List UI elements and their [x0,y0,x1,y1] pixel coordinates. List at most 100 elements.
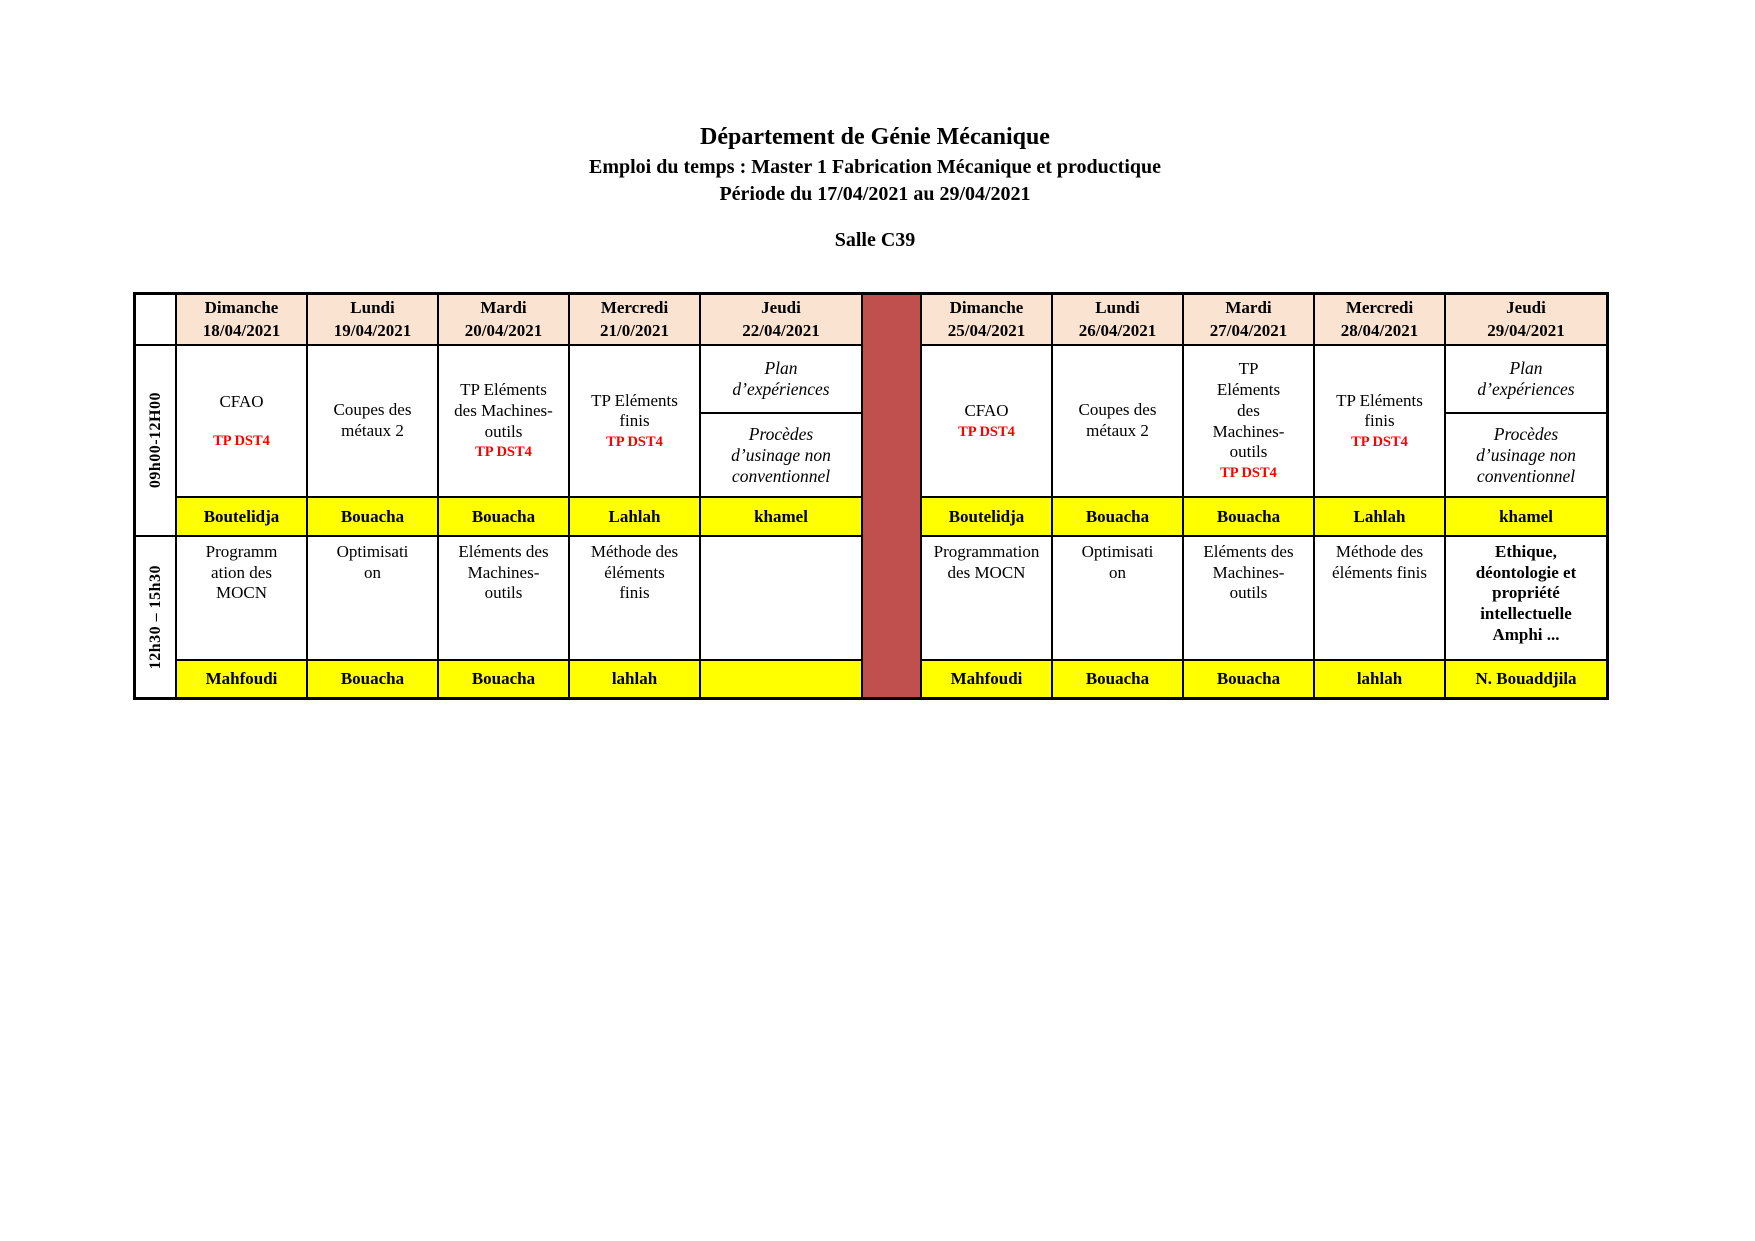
day-name: Mardi [480,297,527,317]
teacher-cell: khamel [1446,498,1606,535]
day-header-cell: Mercredi 21/0/2021 [570,295,699,344]
day-header-cell: Jeudi 22/04/2021 [701,295,861,344]
course-cell: Optimisati on [1053,537,1182,659]
course-note: TP DST4 [1351,434,1408,451]
timetable-title: Emploi du temps : Master 1 Fabrication M… [588,156,1162,178]
course-cell: TP Eléments des Machines- outils TP DST4 [439,346,568,496]
course-title: Coupes des métaux 2 [1078,400,1157,440]
course-cell: Optimisati on [308,537,437,659]
course-cell: Coupes des métaux 2 [1053,346,1182,496]
teacher-cell: Boutelidja [177,498,306,535]
day-date: 20/04/2021 [464,320,543,340]
day-date: 18/04/2021 [202,320,281,340]
course-title: Méthode des éléments finis [1332,542,1427,582]
teacher-cell: Bouacha [1184,498,1313,535]
teacher-cell: Bouacha [1053,661,1182,697]
teacher-cell: Bouacha [308,661,437,697]
corner-cell [136,295,175,344]
day-header-cell: Dimanche 25/04/2021 [922,295,1051,344]
day-name: Jeudi [1506,297,1546,317]
course-title: Plan d’expériences [701,346,861,414]
week-separator [863,295,920,697]
day-name: Mercredi [600,297,669,317]
course-title: CFAO [964,400,1009,420]
course-note: TP DST4 [958,423,1015,440]
course-title: TP Eléments finis [591,390,678,431]
teacher-cell: Lahlah [570,498,699,535]
day-name: Jeudi [761,297,801,317]
day-name: Mercredi [1345,297,1414,317]
course-title: Eléments des Machines- outils [458,542,549,603]
day-date: 21/0/2021 [600,320,669,340]
timetable-grid: Dimanche 18/04/2021 Lundi 19/04/2021 Mar… [133,292,1609,700]
day-date: 27/04/2021 [1209,320,1288,340]
day-date: 29/04/2021 [1487,320,1565,340]
course-cell: CFAO TP DST4 [177,346,306,496]
day-date: 25/04/2021 [947,320,1026,340]
course-cell: Méthode des éléments finis [1315,537,1444,659]
split-course-cell: Plan d’expériences Procèdes d’usinage no… [701,346,861,496]
course-note: TP DST4 [1220,465,1277,482]
room-label: Salle C39 [834,229,916,251]
day-name: Mardi [1225,297,1272,317]
course-cell: Programmation des MOCN [922,537,1051,659]
document-header: Département de Génie Mécanique Emploi du… [140,124,1610,252]
course-cell: Programm ation des MOCN [177,537,306,659]
teacher-cell: N. Bouaddjila [1446,661,1606,697]
day-header-cell: Lundi 19/04/2021 [308,295,437,344]
teacher-cell: Boutelidja [922,498,1051,535]
course-cell: TP Eléments des Machines- outils TP DST4 [1184,346,1313,496]
course-title: Optimisati on [1081,542,1154,582]
teacher-cell: Bouacha [439,661,568,697]
course-cell: Coupes des métaux 2 [308,346,437,496]
course-title: Programm ation des MOCN [205,542,278,603]
day-header-cell: Mardi 20/04/2021 [439,295,568,344]
course-note: TP DST4 [475,444,532,461]
day-name: Dimanche [949,297,1024,317]
time-slot-label: 09h00-12H00 [146,392,164,489]
period-line: Période du 17/04/2021 au 29/04/2021 [719,183,1031,205]
course-note: TP DST4 [213,432,270,449]
course-title: TP Eléments des Machines- outils [454,380,553,441]
teacher-cell: Mahfoudi [177,661,306,697]
teacher-cell: Bouacha [308,498,437,535]
course-title: CFAO [219,391,264,411]
course-cell: Eléments des Machines- outils [439,537,568,659]
course-title: Plan d’expériences [1446,346,1606,414]
course-note: TP DST4 [606,434,663,451]
day-date: 28/04/2021 [1340,320,1419,340]
day-header-cell: Dimanche 18/04/2021 [177,295,306,344]
course-cell: Eléments des Machines- outils [1184,537,1313,659]
teacher-cell: Bouacha [439,498,568,535]
time-slot-cell-afternoon: 12h30 – 15h30 [136,537,175,697]
course-title: Procèdes d’usinage non conventionnel [1476,423,1576,486]
day-date: 26/04/2021 [1078,320,1157,340]
course-title: Programmation des MOCN [933,542,1040,582]
course-cell: Ethique, déontologie et propriété intell… [1446,537,1606,659]
course-title: Eléments des Machines- outils [1203,542,1294,603]
split-course-cell: Plan d’expériences Procèdes d’usinage no… [1446,346,1606,496]
course-cell: Méthode des éléments finis [570,537,699,659]
course-cell: TP Eléments finis TP DST4 [1315,346,1444,496]
day-date: 22/04/2021 [742,320,820,340]
teacher-cell: Bouacha [1053,498,1182,535]
teacher-cell: Lahlah [1315,498,1444,535]
course-cell: CFAO TP DST4 [922,346,1051,496]
course-title: Ethique, déontologie et propriété intell… [1475,542,1577,644]
teacher-cell [701,661,861,697]
day-header-cell: Mercredi 28/04/2021 [1315,295,1444,344]
teacher-cell: Mahfoudi [922,661,1051,697]
day-name: Lundi [350,297,395,317]
teacher-cell: lahlah [1315,661,1444,697]
teacher-cell: lahlah [570,661,699,697]
day-header-cell: Jeudi 29/04/2021 [1446,295,1606,344]
day-date: 19/04/2021 [333,320,412,340]
course-title: Coupes des métaux 2 [333,400,412,440]
course-title: Optimisati on [336,542,409,582]
course-title: Procèdes d’usinage non conventionnel [731,423,831,486]
day-header-cell: Mardi 27/04/2021 [1184,295,1313,344]
teacher-cell: khamel [701,498,861,535]
time-slot-cell-morning: 09h00-12H00 [136,346,175,535]
day-header-cell: Lundi 26/04/2021 [1053,295,1182,344]
day-name: Dimanche [204,297,279,317]
